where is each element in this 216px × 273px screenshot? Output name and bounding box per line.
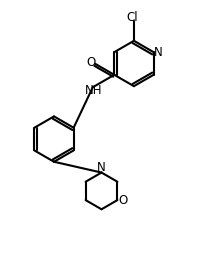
- Text: NH: NH: [85, 84, 103, 97]
- Text: O: O: [86, 56, 95, 69]
- Text: Cl: Cl: [126, 11, 138, 24]
- Text: N: N: [154, 46, 163, 59]
- Text: N: N: [97, 161, 106, 174]
- Text: O: O: [118, 194, 127, 207]
